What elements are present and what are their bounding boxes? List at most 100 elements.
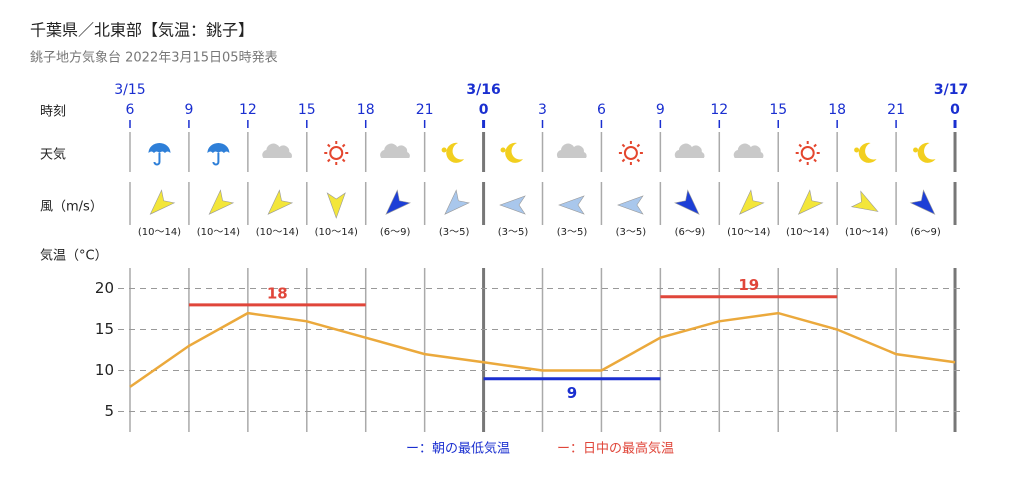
x-tick-label: 21 [416,102,434,118]
sun-ray [813,158,817,163]
weather-icon [795,141,820,165]
x-tick-label: 18 [828,102,846,118]
x-tick-label: 9 [656,102,665,118]
cloud [262,143,293,158]
wind-speed: (10〜14) [197,227,240,238]
moon [858,142,877,163]
temperature-line [129,311,956,388]
title: 千葉県／北東部【気温：銚子】 [30,21,254,40]
sun-ray [621,158,626,163]
wind-speed: (10〜14) [727,227,770,238]
wind-arrow [797,189,824,215]
data-label: 18 [267,284,288,302]
y-tick-label: 5 [104,402,114,420]
weather-icon [207,143,230,166]
x-tick-label: 6 [597,102,606,118]
sun [329,146,344,160]
row-label: 天気 [40,147,66,163]
umbrella-handle [153,153,161,166]
star [854,147,860,153]
weather-icon [618,141,643,165]
star [441,147,447,153]
wind-arrow [558,195,585,215]
umbrella [148,143,171,153]
wind-arrow [738,189,765,215]
sun-ray [341,143,346,148]
x-tick-label: 0 [950,102,960,118]
x-tick-label: 15 [298,102,316,118]
y-tick-label: 15 [95,320,114,338]
wind-speed: (3〜5) [439,227,470,238]
date-label: 3/15 [114,82,145,98]
weather-icon [441,142,465,163]
subtitle: 銚子地方気象台 2022年3月15日05時発表 [30,50,278,66]
x-tick-label: 9 [184,102,193,118]
y-tick-label: 10 [95,361,114,379]
moon [917,142,936,163]
x-tick-label: 21 [887,102,905,118]
date-label: 3/16 [466,82,500,98]
weather-icon [380,143,410,158]
wind-speed: (10〜14) [256,227,299,238]
umbrella [207,143,230,153]
wind-arrow [617,195,644,215]
moon [446,142,465,163]
wind-speed: (6〜9) [380,227,411,238]
wind-arrow [149,189,176,215]
wind-speed: (10〜14) [786,227,829,238]
moon [505,142,524,163]
sun-ray [327,158,331,163]
sun-ray [327,143,331,148]
row-label: 風（m/s） [40,200,103,215]
x-tick-label: 0 [479,102,489,118]
wind-speed: (10〜14) [138,227,181,238]
weather-icon [854,142,877,163]
sun [800,146,815,160]
x-tick-label: 6 [126,102,135,118]
wind-speed: (6〜9) [675,227,706,238]
wind-arrow [674,189,700,215]
sun-ray [813,143,817,148]
cloud [733,143,764,158]
weather-icon [324,141,349,165]
cloud [674,143,705,158]
wind-speed: (6〜9) [910,227,941,238]
sun-ray [621,143,626,148]
weather-icon [262,143,293,158]
wind-arrow [208,189,235,215]
row-label: 気温（°C） [40,248,108,264]
x-tick-label: 3 [538,102,547,118]
wind-arrow [909,189,936,215]
wind-arrow [444,189,470,215]
data-label: 19 [738,276,759,294]
sun-ray [341,158,346,163]
umbrella-handle [212,153,220,166]
row-label: 時刻 [40,105,66,120]
y-tick-label: 20 [95,279,114,297]
range-line [188,295,838,307]
data-label: 9 [567,384,577,402]
wind-speed: (3〜5) [616,227,647,238]
legend-entry: ー：朝の最低気温 [406,441,510,457]
sun-ray [636,143,641,148]
star [913,147,919,153]
x-tick-label: 15 [769,102,787,118]
weather-icon [556,143,587,158]
sun-ray [636,158,641,163]
cloud [380,143,410,158]
date-label: 3/17 [934,82,968,98]
legend-entry: ー：日中の最高気温 [557,441,674,457]
wind-speed: (3〜5) [498,227,529,238]
x-tick-label: 12 [710,102,728,118]
sun-ray [798,143,803,148]
wind-arrow [267,189,294,215]
wind-speed: (3〜5) [557,227,588,238]
weather-icon [733,143,764,158]
weather-icon [148,143,171,166]
wind-speed: (10〜14) [845,227,888,238]
wind-arrow [385,189,411,215]
x-tick-label: 12 [239,102,257,118]
wind-speed: (10〜14) [315,227,358,238]
weather-icon [500,142,524,163]
